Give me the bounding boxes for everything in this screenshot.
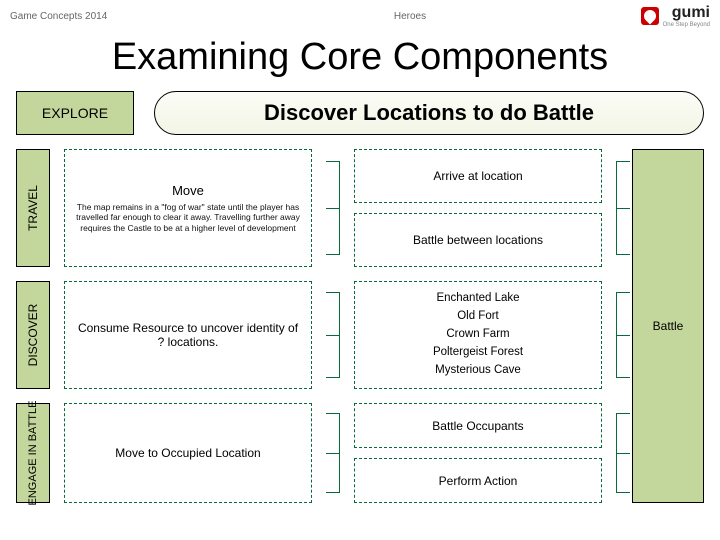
connector [616, 403, 630, 503]
connector [326, 149, 340, 267]
battle-box: Battle [632, 149, 704, 503]
logo-text: gumi [672, 4, 710, 21]
loc-item: Enchanted Lake [436, 290, 519, 308]
label-engage: ENGAGE IN BATTLE [16, 403, 50, 503]
connector [326, 281, 340, 389]
label-discover: DISCOVER [16, 281, 50, 389]
label-travel: TRAVEL [16, 149, 50, 267]
diagram-grid: TRAVEL Move The map remains in a "fog of… [0, 149, 720, 503]
loc-item: Old Fort [457, 308, 499, 326]
cell-locations: Enchanted Lake Old Fort Crown Farm Polte… [354, 281, 602, 389]
cell-move-title: Move [172, 183, 204, 198]
connector [326, 403, 340, 503]
slide-title: Examining Core Components [0, 32, 720, 91]
cell-move: Move The map remains in a "fog of war" s… [64, 149, 312, 267]
top-row: EXPLORE Discover Locations to do Battle [0, 91, 720, 149]
cell-travel-right: Arrive at location Battle between locati… [354, 149, 602, 267]
header-logo: gumi One Step Beyond [610, 4, 710, 28]
explore-box: EXPLORE [16, 91, 134, 135]
cell-move-sub: The map remains in a "fog of war" state … [73, 202, 303, 233]
loc-item: Poltergeist Forest [433, 344, 523, 362]
loc-item: Crown Farm [446, 326, 509, 344]
cell-battle-occupants: Battle Occupants [354, 403, 602, 448]
logo-icon [641, 7, 659, 25]
cell-perform-action: Perform Action [354, 458, 602, 503]
logo-subtext: One Step Beyond [663, 22, 710, 28]
cell-engage-right: Battle Occupants Perform Action [354, 403, 602, 503]
cell-move-occupied: Move to Occupied Location [64, 403, 312, 503]
loc-item: Mysterious Cave [435, 362, 521, 380]
cell-arrive: Arrive at location [354, 149, 602, 203]
row-travel: TRAVEL Move The map remains in a "fog of… [16, 149, 704, 267]
row-engage: ENGAGE IN BATTLE Move to Occupied Locati… [16, 403, 704, 503]
cell-battle-between: Battle between locations [354, 213, 602, 267]
connector [616, 149, 630, 267]
row-discover: DISCOVER Consume Resource to uncover ide… [16, 281, 704, 389]
discover-title-box: Discover Locations to do Battle [154, 91, 704, 135]
header-center: Heroes [210, 11, 610, 22]
slide-header: Game Concepts 2014 Heroes gumi One Step … [0, 0, 720, 32]
header-left: Game Concepts 2014 [10, 11, 210, 22]
connector [616, 281, 630, 389]
cell-consume: Consume Resource to uncover identity of … [64, 281, 312, 389]
